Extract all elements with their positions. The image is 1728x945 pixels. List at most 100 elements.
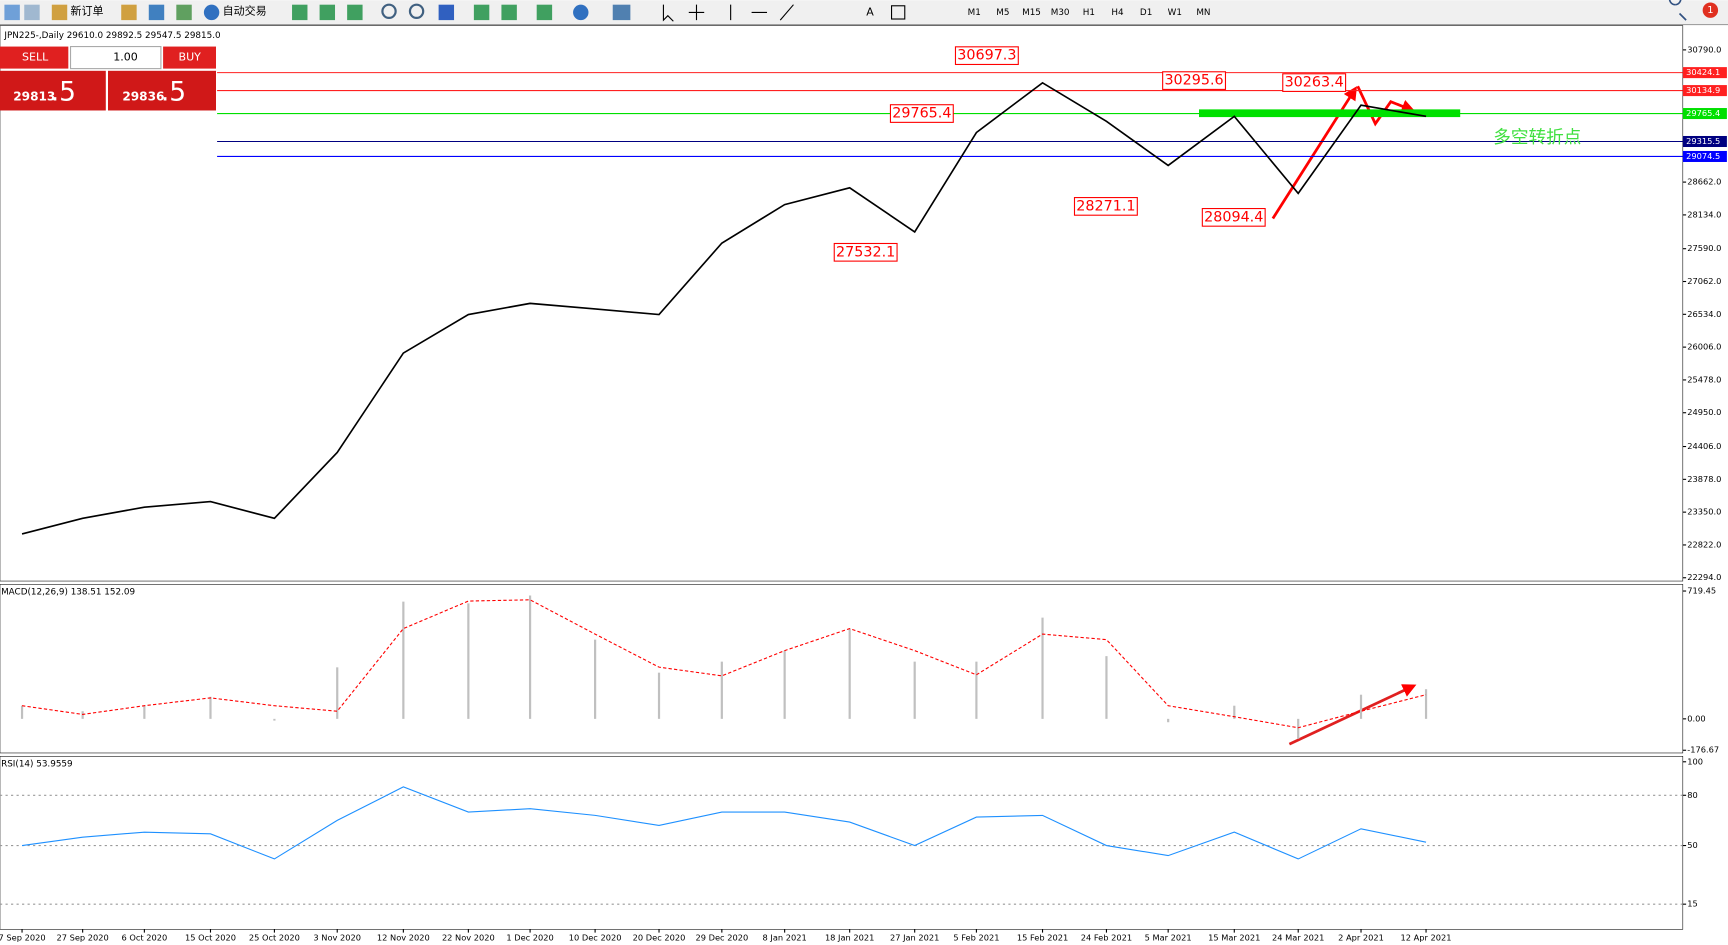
y-tick-label: 100: [1687, 756, 1703, 766]
volume: 1.00: [113, 51, 138, 64]
price-annotation-box: [1282, 73, 1347, 92]
y-tick-label: -176.67: [1687, 745, 1719, 755]
level-tag: [1682, 150, 1727, 162]
search[interactable]: [1668, 0, 1687, 21]
x-tick-label: 12 Nov 2020: [377, 933, 430, 943]
icon[interactable]: [292, 4, 308, 21]
x-tick-label: 2 Apr 2021: [1338, 933, 1384, 943]
new-order-button[interactable]: 新订单: [71, 3, 104, 17]
icon[interactable]: [473, 4, 490, 21]
icon[interactable]: [148, 4, 165, 21]
notification-badge[interactable]: [1702, 2, 1719, 18]
x-tick-label: 20 Dec 2020: [633, 933, 686, 943]
crosshair-tool[interactable]: [688, 4, 705, 21]
text-tool[interactable]: A: [866, 5, 874, 18]
x-tick-label: 5 Mar 2021: [1145, 933, 1192, 943]
level-tag: [1682, 85, 1727, 97]
price-annotation: 27532.1: [836, 244, 895, 260]
icon[interactable]: [612, 4, 631, 21]
price-annotation: 29765.4: [892, 106, 951, 122]
timeframe-button[interactable]: M5: [996, 8, 1009, 18]
sell-price-fraction: .5: [51, 76, 76, 107]
line-tools[interactable]: [730, 4, 794, 21]
icon[interactable]: [573, 4, 589, 21]
timeframe-button[interactable]: D1: [1140, 8, 1152, 18]
x-tick-label: 7 Sep 2020: [0, 933, 46, 943]
y-tick-label: 24950.0: [1687, 407, 1721, 417]
x-tick-label: 3 Nov 2020: [313, 933, 361, 943]
level-label: 29765.4: [1686, 108, 1720, 118]
label-tool[interactable]: [891, 5, 906, 20]
x-tick-label: 12 Apr 2021: [1401, 933, 1452, 943]
sell-price-main: 29813: [13, 90, 55, 104]
macd-arrow: [1288, 684, 1417, 746]
toolbar: [0, 0, 1728, 25]
price-annotation-box: [833, 242, 898, 262]
y-tick-label: 24406.0: [1687, 441, 1721, 451]
auto-trading-button[interactable]: 自动交易: [223, 3, 267, 17]
price-annotation: 30295.6: [1164, 73, 1223, 89]
price-annotation-box: [1201, 207, 1266, 227]
y-tick-label: 0.00: [1687, 713, 1705, 723]
timeframe-button[interactable]: M15: [1022, 8, 1041, 18]
icon[interactable]: [438, 4, 455, 21]
badge-count: 1: [1707, 5, 1713, 16]
y-tick-label: 27062.0: [1687, 276, 1721, 286]
timeframe-button[interactable]: W1: [1168, 8, 1182, 18]
buy-label: BUY: [179, 51, 202, 64]
timeframe-button[interactable]: H1: [1083, 8, 1095, 18]
zoom-in[interactable]: [381, 3, 397, 20]
price-annotation: 30263.4: [1285, 75, 1344, 91]
y-tick-label: 23878.0: [1687, 474, 1721, 484]
y-tick-label: 15: [1687, 899, 1698, 909]
y-tick-label: 28662.0: [1687, 177, 1721, 187]
timeframe-button[interactable]: M30: [1051, 8, 1070, 18]
price-annotation-box: [1073, 197, 1138, 216]
x-tick-label: 15 Mar 2021: [1208, 933, 1260, 943]
x-tick-label: 24 Mar 2021: [1272, 933, 1324, 943]
level-label: 30424.1: [1686, 67, 1720, 77]
x-tick-label: 5 Feb 2021: [953, 933, 999, 943]
cursor-tool[interactable]: [662, 4, 674, 22]
icon[interactable]: [4, 4, 20, 21]
price-annotation: 28271.1: [1076, 198, 1135, 214]
y-tick-label: 28134.0: [1687, 209, 1721, 219]
y-tick-label: 25478.0: [1687, 374, 1721, 384]
y-tick-label: 26534.0: [1687, 309, 1721, 319]
y-tick-label: 22822.0: [1687, 539, 1721, 549]
x-tick-label: 24 Feb 2021: [1081, 933, 1132, 943]
buy-price-box[interactable]: [108, 70, 216, 111]
y-tick-label: 30790.0: [1687, 44, 1721, 54]
buy-button[interactable]: [163, 46, 216, 69]
y-tick-label: 719.45: [1687, 586, 1716, 596]
sell-price-box[interactable]: [0, 70, 106, 111]
level-label: 29315.5: [1686, 136, 1720, 146]
new-order-icon[interactable]: [51, 4, 68, 21]
timeframe-button[interactable]: M1: [968, 8, 981, 18]
level-tag: [1682, 108, 1727, 120]
level-label: 30134.9: [1686, 85, 1720, 95]
x-tick-label: 15 Feb 2021: [1017, 933, 1068, 943]
volume-input[interactable]: [69, 46, 162, 70]
price-annotation-box: [954, 46, 1019, 66]
y-tick-label: 80: [1687, 790, 1698, 800]
icon[interactable]: [176, 4, 192, 21]
icon[interactable]: [121, 4, 137, 21]
icon[interactable]: [24, 4, 40, 21]
buy-price-main: 29836: [122, 90, 164, 104]
timeframe-button[interactable]: MN: [1196, 8, 1210, 18]
buy-price-fraction: .5: [161, 76, 186, 107]
sell-button[interactable]: [0, 46, 69, 69]
zoom-out[interactable]: [408, 3, 425, 20]
level-tag: [1682, 135, 1727, 148]
icon[interactable]: [319, 4, 336, 21]
sell-label: SELL: [22, 51, 49, 64]
icon[interactable]: [501, 4, 517, 21]
level-tag: [1682, 67, 1727, 79]
series-line: [21, 599, 1427, 729]
icon[interactable]: [347, 4, 363, 21]
x-tick-label: 18 Jan 2021: [825, 933, 874, 943]
auto-trading-icon[interactable]: [203, 4, 220, 21]
icon[interactable]: [536, 4, 553, 21]
timeframe-button[interactable]: H4: [1111, 8, 1124, 18]
